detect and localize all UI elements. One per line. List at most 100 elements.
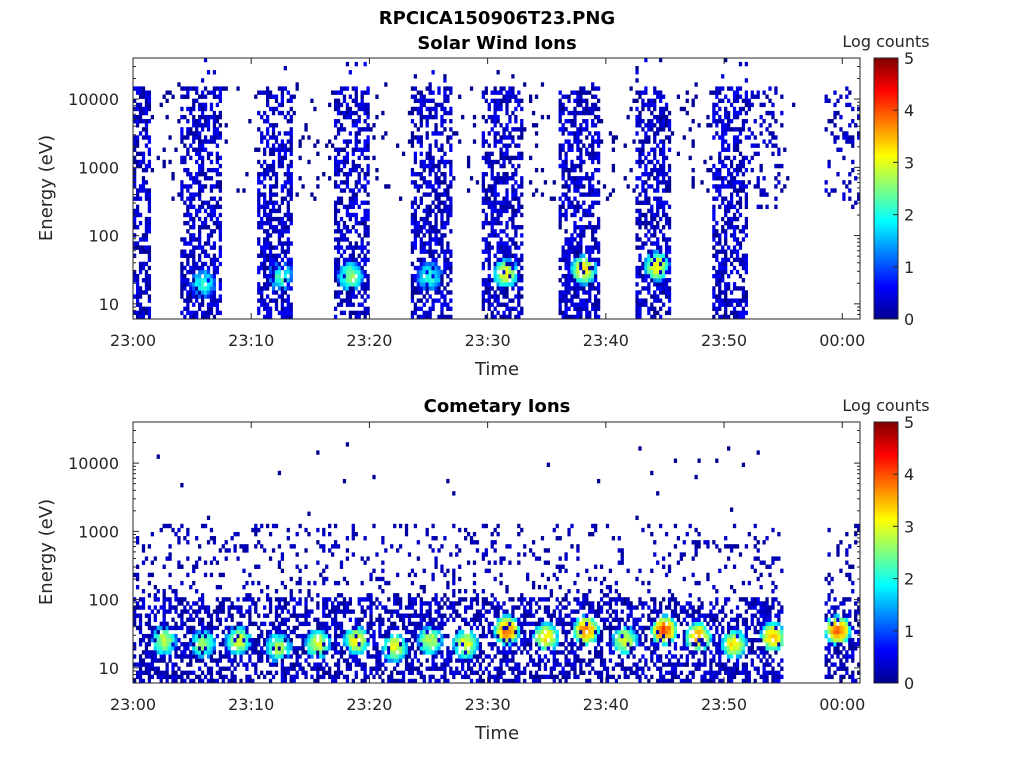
spectrogram-cell [239, 614, 242, 618]
spectrogram-cell [198, 278, 201, 282]
spectrogram-cell [346, 111, 349, 115]
spectrogram-cell [727, 209, 730, 213]
spectrogram-cell [269, 609, 272, 613]
spectrogram-cell [600, 119, 603, 123]
spectrogram-cell [727, 298, 730, 302]
spectrogram-cell [443, 225, 446, 229]
spectrogram-cell [845, 131, 848, 135]
spectrogram-cell [591, 192, 594, 196]
spectrogram-cell [641, 241, 644, 245]
spectrogram-cell [293, 597, 296, 601]
spectrogram-cell [281, 618, 284, 622]
spectrogram-cell [399, 197, 402, 201]
spectrogram-cell [186, 152, 189, 156]
spectrogram-cell [644, 221, 647, 225]
spectrogram-cell [281, 298, 284, 302]
spectrogram-cell [502, 176, 505, 180]
spectrogram-cell [204, 107, 207, 111]
spectrogram-cell [751, 131, 754, 135]
spectrogram-cell [272, 266, 275, 270]
spectrogram-cell [313, 650, 316, 654]
spectrogram-cell [233, 548, 236, 552]
spectrogram-cell [204, 135, 207, 139]
spectrogram-cell [183, 642, 186, 646]
spectrogram-cell [204, 209, 207, 213]
spectrogram-cell [366, 213, 369, 217]
spectrogram-cell [168, 135, 171, 139]
spectrogram-cell [177, 540, 180, 544]
spectrogram-cell [635, 197, 638, 201]
spectrogram-cell [154, 658, 157, 662]
spectrogram-cell [718, 262, 721, 266]
spectrogram-cell [228, 654, 231, 658]
spectrogram-cell [724, 266, 727, 270]
spectrogram-cell [195, 565, 198, 569]
spectrogram-cell [656, 245, 659, 249]
spectrogram-cell [207, 233, 210, 237]
spectrogram-cell [420, 262, 423, 266]
spectrogram-cell [192, 86, 195, 90]
spectrogram-cell [508, 201, 511, 205]
spectrogram-cell [656, 266, 659, 270]
spectrogram-cell [225, 618, 228, 622]
spectrogram-cell [358, 274, 361, 278]
spectrogram-cell [771, 103, 774, 107]
spectrogram-cell [414, 107, 417, 111]
spectrogram-cell [440, 278, 443, 282]
spectrogram-cell [662, 148, 665, 152]
spectrogram-cell [665, 135, 668, 139]
spectrogram-cell [210, 303, 213, 307]
spectrogram-cell [263, 307, 266, 311]
spectrogram-cell [511, 90, 514, 94]
spectrogram-cell [718, 90, 721, 94]
spectrogram-cell [429, 315, 432, 319]
spectrogram-cell [579, 241, 582, 245]
spectrogram-cell [299, 524, 302, 528]
spectrogram-cell [594, 139, 597, 143]
spectrogram-cell [293, 544, 296, 548]
spectrogram-cell [236, 630, 239, 634]
spectrogram-cell [186, 282, 189, 286]
spectrogram-cell [423, 311, 426, 315]
spectrogram-cell [748, 135, 751, 139]
spectrogram-cell [266, 307, 269, 311]
spectrogram-cell [260, 303, 263, 307]
spectrogram-cell [653, 262, 656, 266]
spectrogram-cell [186, 213, 189, 217]
spectrogram-cell [195, 274, 198, 278]
spectrogram-cell [287, 180, 290, 184]
spectrogram-cell [665, 115, 668, 119]
spectrogram-cell [745, 103, 748, 107]
spectrogram-cell [216, 266, 219, 270]
spectrogram-cell [440, 107, 443, 111]
spectrogram-cell [183, 654, 186, 658]
spectrogram-cell [266, 164, 269, 168]
spectrogram-cell [411, 205, 414, 209]
spectrogram-cell [154, 671, 157, 675]
spectrogram-cell [361, 286, 364, 290]
spectrogram-cell [281, 303, 284, 307]
spectrogram-cell [257, 307, 260, 311]
spectrogram-cell [446, 139, 449, 143]
spectrogram-cell [656, 258, 659, 262]
spectrogram-cell [219, 172, 222, 176]
spectrogram-cell [180, 254, 183, 258]
spectrogram-cell [236, 597, 239, 601]
spectrogram-cell [443, 303, 446, 307]
spectrogram-cell [570, 205, 573, 209]
spectrogram-cell [145, 90, 148, 94]
spectrogram-cell [739, 95, 742, 99]
spectrogram-cell [429, 168, 432, 172]
spectrogram-cell [183, 282, 186, 286]
spectrogram-cell [429, 148, 432, 152]
spectrogram-cell [163, 622, 166, 626]
spectrogram-cell [334, 168, 337, 172]
spectrogram-cell [364, 107, 367, 111]
spectrogram-cell [736, 303, 739, 307]
spectrogram-cell [358, 303, 361, 307]
spectrogram-cell [656, 168, 659, 172]
spectrogram-cell [275, 148, 278, 152]
spectrogram-cell [151, 662, 154, 666]
spectrogram-cell [296, 626, 299, 630]
spectrogram-cell [225, 597, 228, 601]
